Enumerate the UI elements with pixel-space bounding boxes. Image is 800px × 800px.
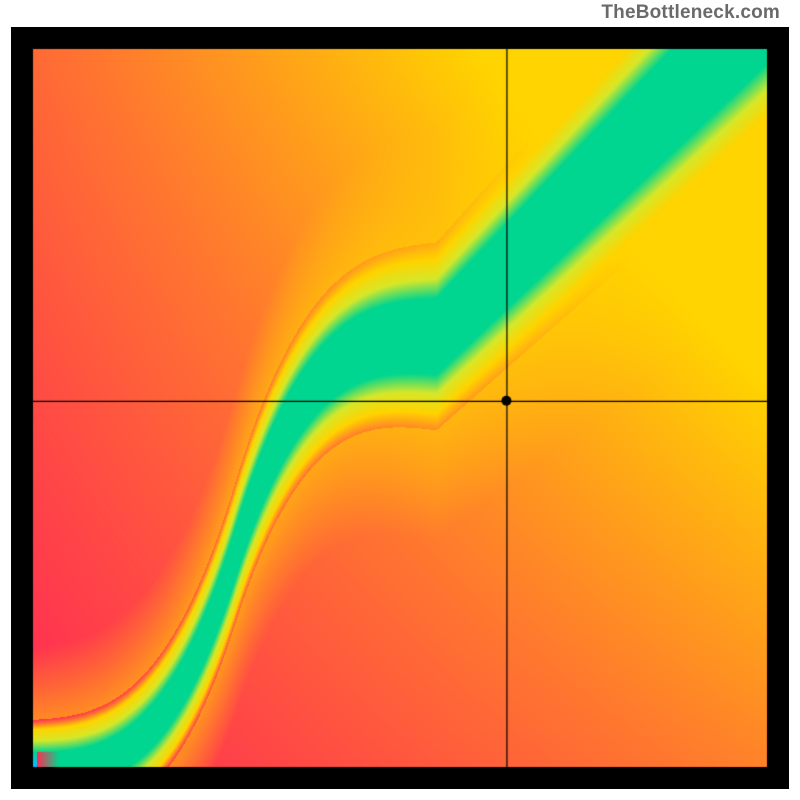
heatmap-canvas — [11, 27, 789, 789]
chart-container: TheBottleneck.com — [0, 0, 800, 800]
watermark-text: TheBottleneck.com — [601, 2, 780, 24]
bottleneck-heatmap — [11, 27, 789, 789]
